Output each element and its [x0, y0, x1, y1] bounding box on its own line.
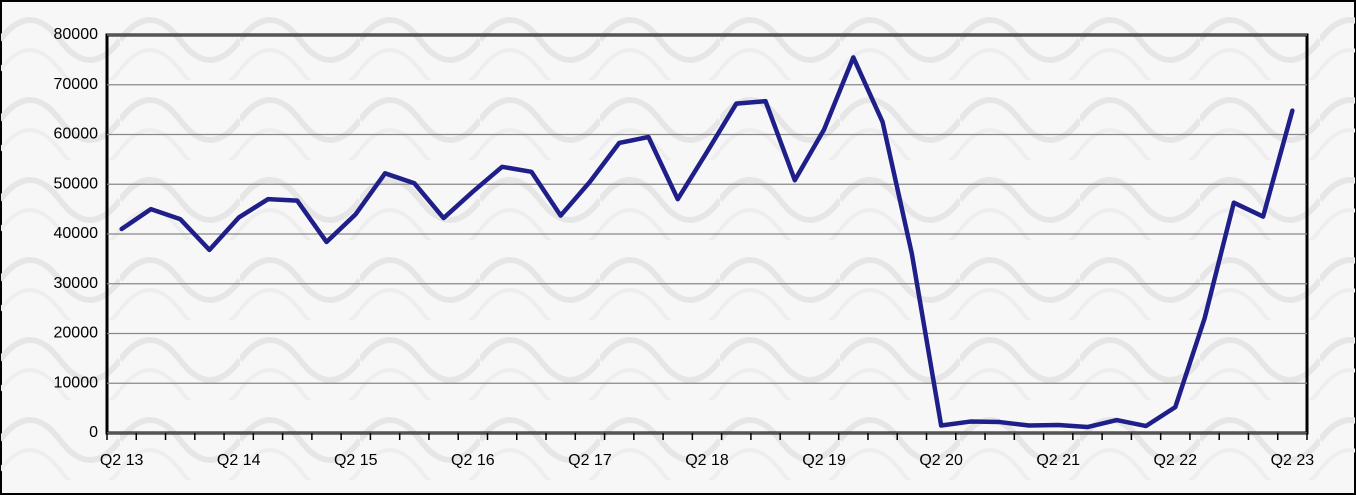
- x-tick-label: Q2 20: [919, 452, 963, 469]
- y-tick-label: 30000: [54, 275, 99, 292]
- x-tick-label: Q2 21: [1036, 452, 1080, 469]
- y-tick-label: 10000: [54, 374, 99, 391]
- data-line: [119, 55, 1295, 430]
- x-tick-label: Q2 17: [568, 452, 612, 469]
- y-tick-label: 20000: [54, 325, 99, 342]
- y-tick-label: 80000: [54, 26, 99, 43]
- y-tick-label: 70000: [54, 76, 99, 93]
- x-tick-label: Q2 16: [451, 452, 495, 469]
- x-tick-label: Q2 18: [685, 452, 729, 469]
- x-tick-label: Q2 19: [802, 452, 846, 469]
- x-tick-label: Q2 15: [334, 452, 378, 469]
- x-tick-label: Q2 22: [1153, 452, 1197, 469]
- y-tick-label: 0: [89, 424, 98, 441]
- y-tick-label: 50000: [54, 175, 99, 192]
- y-tick-label: 60000: [54, 126, 99, 143]
- x-tick-label: Q2 23: [1271, 452, 1315, 469]
- x-tick-label: Q2 13: [100, 452, 144, 469]
- y-tick-label: 40000: [54, 225, 99, 242]
- x-tick-label: Q2 14: [217, 452, 261, 469]
